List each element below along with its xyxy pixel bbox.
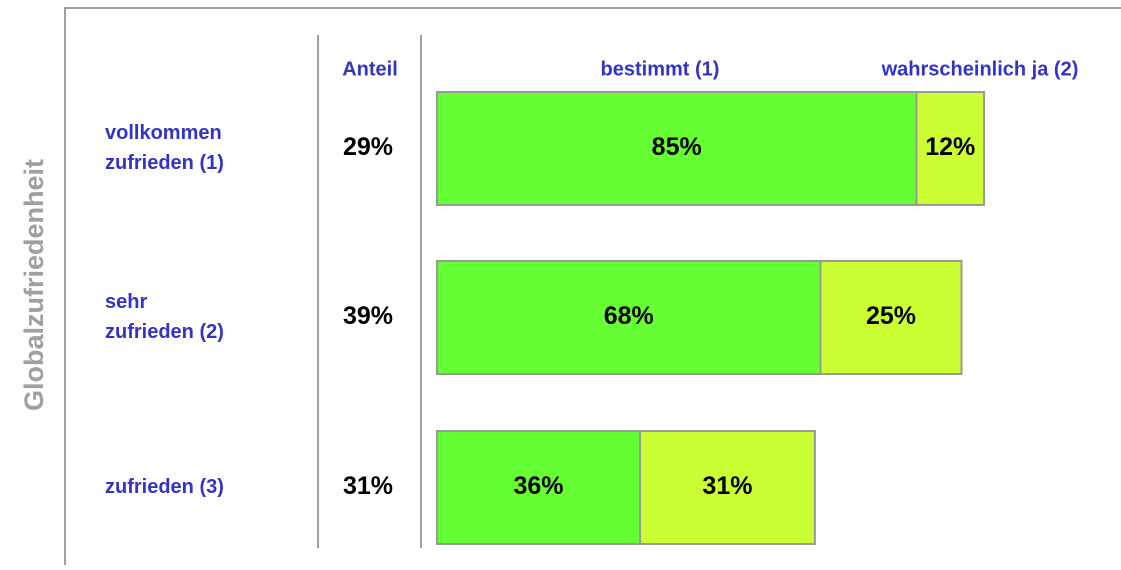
bar-segment: [436, 260, 822, 375]
category-label: zufrieden (1): [105, 152, 224, 174]
share-label: 29%: [343, 133, 393, 161]
bar-segment: [915, 91, 986, 206]
bar-segment: [639, 430, 816, 545]
bar-label: 12%: [925, 133, 975, 161]
bar-label: 85%: [652, 133, 702, 161]
bar-label: 68%: [604, 302, 654, 330]
column-header: Anteil: [342, 58, 398, 80]
y-axis-title: Globalzufriedenheit: [19, 159, 49, 411]
frame: [64, 7, 1121, 565]
bar-segment: [819, 260, 963, 375]
category-label: zufrieden (3): [105, 476, 224, 498]
bar-label: 36%: [513, 472, 563, 500]
bar-segment: [436, 91, 918, 206]
bar-segment: [436, 430, 642, 545]
category-label: sehr: [105, 291, 147, 313]
share-label: 31%: [343, 472, 393, 500]
category-label: vollkommen: [105, 122, 222, 144]
share-label: 39%: [343, 302, 393, 330]
bar-label: 25%: [866, 302, 916, 330]
legend-label: bestimmt (1): [601, 58, 720, 80]
category-label: zufrieden (2): [105, 321, 224, 343]
bar-label: 31%: [702, 472, 752, 500]
legend-label: wahrscheinlich ja (2): [881, 58, 1079, 80]
